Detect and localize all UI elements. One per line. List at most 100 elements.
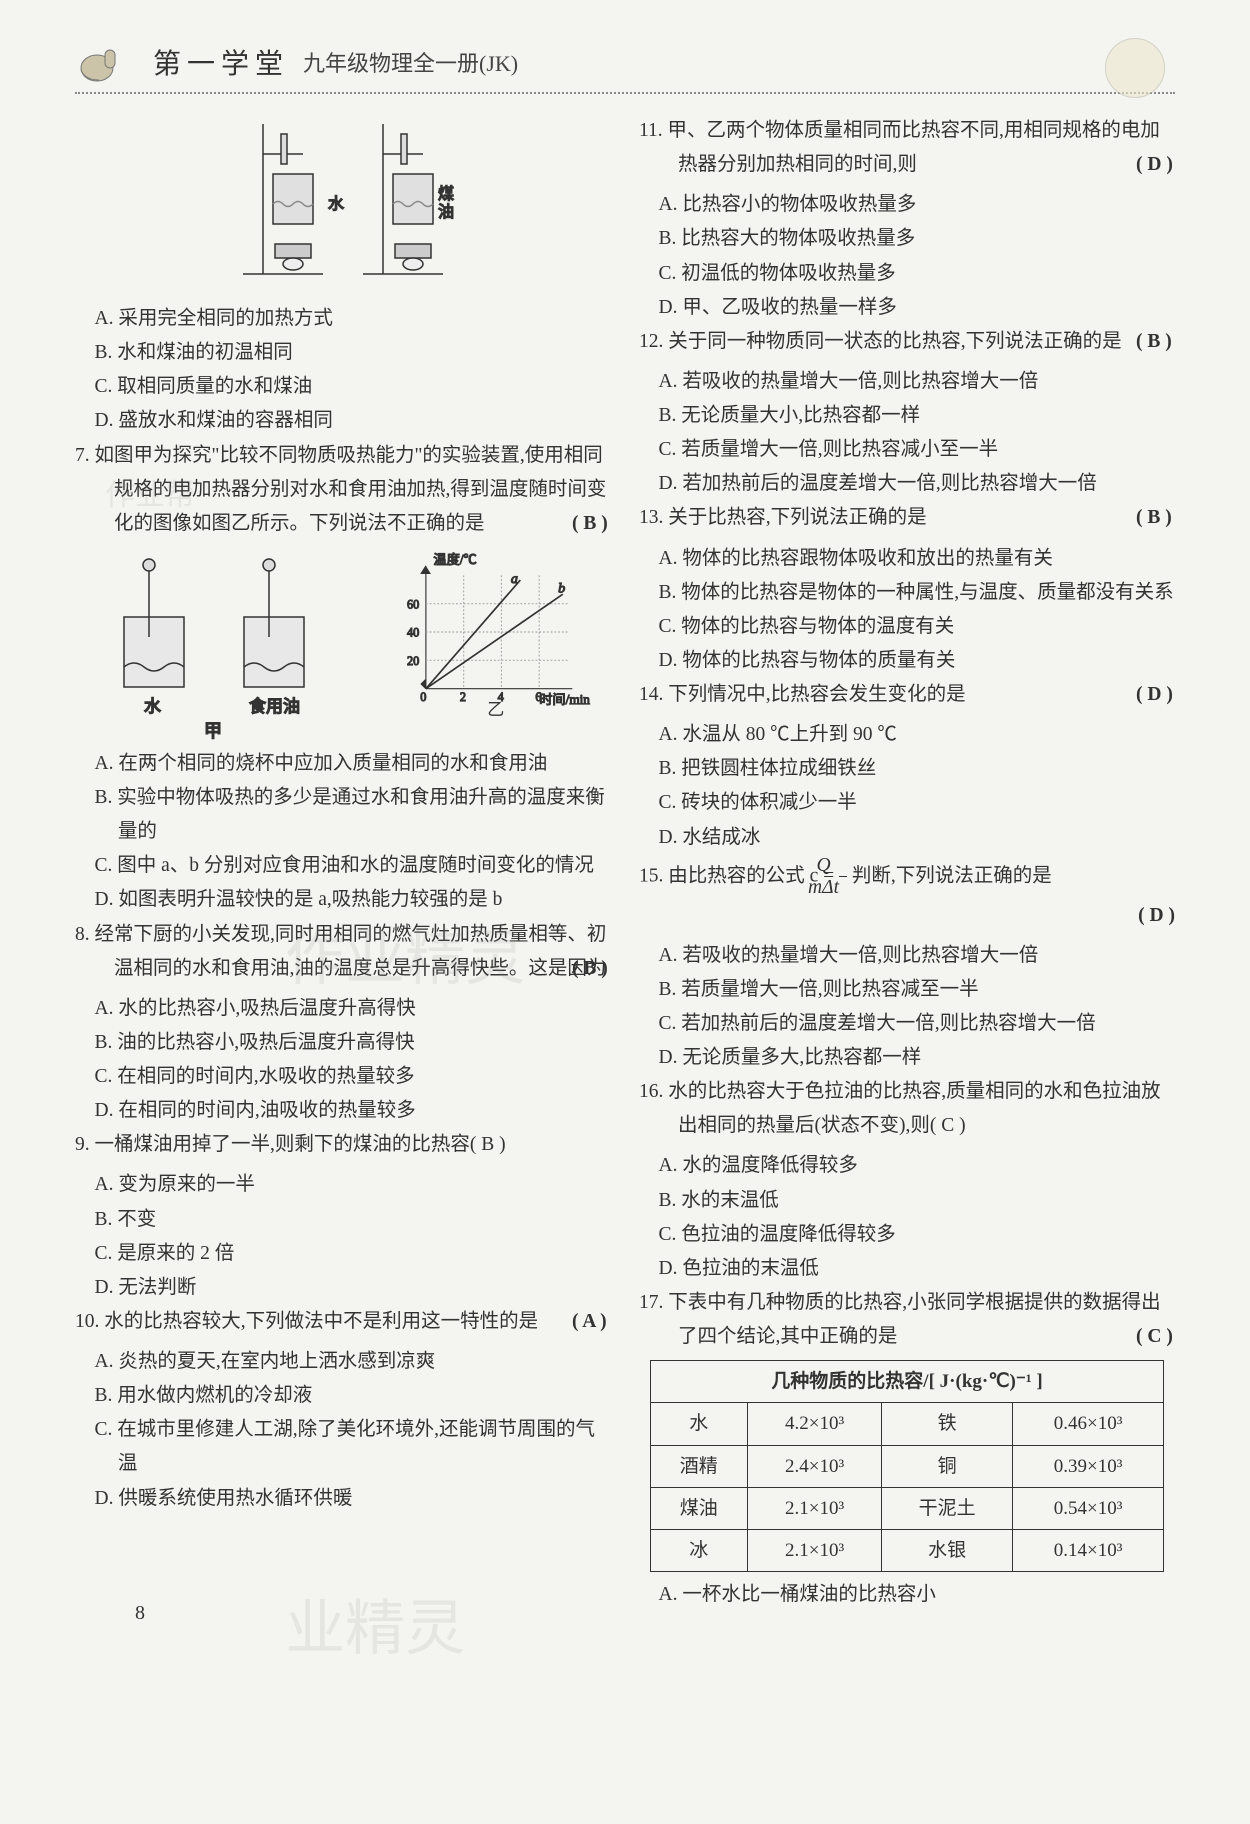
svg-text:2: 2 <box>460 690 466 704</box>
q7: 7. 如图甲为探究"比较不同物质吸热能力"的实验装置,使用相同规格的电加热器分别… <box>75 439 611 541</box>
q13-opt-c: C. 物体的比热容与物体的温度有关 <box>639 610 1175 644</box>
q15-opt-c: C. 若加热前后的温度差增大一倍,则比热容增大一倍 <box>639 1007 1175 1041</box>
q12-opt-c: C. 若质量增大一倍,则比热容减小至一半 <box>639 433 1175 467</box>
q6-opt-d: D. 盛放水和煤油的容器相同 <box>75 404 611 438</box>
q10-stem: 10. 水的比热容较大,下列做法中不是利用这一特性的是 ( A ) <box>75 1305 611 1339</box>
specific-heat-table: 几种物质的比热容/[ J·(kg·℃)⁻¹ ] 水 4.2×10³ 铁 0.46… <box>650 1360 1165 1572</box>
corner-stamp-icon <box>1105 38 1165 98</box>
q11-opt-d: D. 甲、乙吸收的热量一样多 <box>639 291 1175 325</box>
q8-opt-d: D. 在相同的时间内,油吸收的热量较多 <box>75 1094 611 1128</box>
fig-label-water: 水 <box>328 195 344 213</box>
page-number: 8 <box>135 1602 145 1625</box>
svg-text:b: b <box>558 580 565 596</box>
q17-stem: 17. 下表中有几种物质的比热容,小张同学根据提供的数据得出了四个结论,其中正确… <box>639 1286 1175 1354</box>
svg-text:温度/℃: 温度/℃ <box>433 552 476 567</box>
cell: 煤油 <box>650 1487 747 1529</box>
q10-opt-d: D. 供暖系统使用热水循环供暖 <box>75 1482 611 1516</box>
cell: 0.46×10³ <box>1012 1403 1163 1445</box>
cell: 2.1×10³ <box>747 1530 881 1572</box>
right-column: 11. 甲、乙两个物体质量相同而比热容不同,用相同规格的电加热器分别加热相同的时… <box>639 114 1175 1613</box>
q13-stem-text: 13. 关于比热容,下列说法正确的是 <box>639 507 927 528</box>
cell: 水 <box>650 1403 747 1445</box>
q12-opt-a: A. 若吸收的热量增大一倍,则比热容增大一倍 <box>639 365 1175 399</box>
q15-opt-d: D. 无论质量多大,比热容都一样 <box>639 1041 1175 1075</box>
q15: 15. 由比热容的公式 c = Q mΔt 判断,下列说法正确的是 ( D ) <box>639 855 1175 933</box>
q11-stem: 11. 甲、乙两个物体质量相同而比热容不同,用相同规格的电加热器分别加热相同的时… <box>639 114 1175 182</box>
q15-stem-a: 15. 由比热容的公式 c = <box>639 865 834 886</box>
q8-stem-text: 8. 经常下厨的小关发现,同时用相同的燃气灶加热质量相等、初温相同的水和食用油,… <box>75 924 606 979</box>
q11-stem-text: 11. 甲、乙两个物体质量相同而比热容不同,用相同规格的电加热器分别加热相同的时… <box>639 120 1160 175</box>
table-title: 几种物质的比热容/[ J·(kg·℃)⁻¹ ] <box>650 1361 1164 1403</box>
q8: 8. 经常下厨的小关发现,同时用相同的燃气灶加热质量相等、初温相同的水和食用油,… <box>75 918 611 986</box>
left-column: 水 煤 油 A. 采用完全相同的加热方式 B. 水和煤油的初温相同 C. 取相同… <box>75 114 611 1613</box>
q15-stem-b: 判断,下列说法正确的是 <box>852 865 1052 886</box>
q11: 11. 甲、乙两个物体质量相同而比热容不同,用相同规格的电加热器分别加热相同的时… <box>639 114 1175 182</box>
figure-q7: 水 食用油 甲 温度/℃ 时间/min <box>75 547 611 747</box>
q16-stem: 16. 水的比热容大于色拉油的比热容,质量相同的水和色拉油放出相同的热量后(状态… <box>639 1075 1175 1143</box>
svg-text:40: 40 <box>407 626 419 640</box>
q8-opt-b: B. 油的比热容小,吸热后温度升高得快 <box>75 1026 611 1060</box>
cell: 2.1×10³ <box>747 1487 881 1529</box>
svg-text:甲: 甲 <box>204 721 222 741</box>
brand-title: 第一学堂 <box>153 42 289 82</box>
q15-opt-b: B. 若质量增大一倍,则比热容减至一半 <box>639 973 1175 1007</box>
cell: 4.2×10³ <box>747 1403 881 1445</box>
q15-opt-a: A. 若吸收的热量增大一倍,则比热容增大一倍 <box>639 939 1175 973</box>
q9-opt-d: D. 无法判断 <box>75 1271 611 1305</box>
table-row: 酒精 2.4×10³ 铜 0.39×10³ <box>650 1445 1164 1487</box>
svg-text:水: 水 <box>144 697 161 716</box>
q15-stem: 15. 由比热容的公式 c = Q mΔt 判断,下列说法正确的是 <box>639 855 1175 899</box>
cell: 冰 <box>650 1530 747 1572</box>
q14-opt-a: A. 水温从 80 ℃上升到 90 ℃ <box>639 718 1175 752</box>
q10: 10. 水的比热容较大,下列做法中不是利用这一特性的是 ( A ) <box>75 1305 611 1339</box>
q9-opt-b: B. 不变 <box>75 1203 611 1237</box>
q11-opt-c: C. 初温低的物体吸收热量多 <box>639 257 1175 291</box>
q13-opt-a: A. 物体的比热容跟物体吸收和放出的热量有关 <box>639 542 1175 576</box>
q14: 14. 下列情况中,比热容会发生变化的是 ( D ) <box>639 678 1175 712</box>
q12-opt-d: D. 若加热前后的温度差增大一倍,则比热容增大一倍 <box>639 467 1175 501</box>
q12-stem-text: 12. 关于同一种物质同一状态的比热容,下列说法正确的是 <box>639 331 1122 352</box>
cell: 酒精 <box>650 1445 747 1487</box>
q13: 13. 关于比热容,下列说法正确的是 ( B ) <box>639 501 1175 535</box>
formula-num: Q <box>839 855 847 877</box>
q13-stem: 13. 关于比热容,下列说法正确的是 ( B ) <box>639 501 1175 535</box>
q9-opt-c: C. 是原来的 2 倍 <box>75 1237 611 1271</box>
thumb-icon <box>75 40 145 84</box>
content-columns: 水 煤 油 A. 采用完全相同的加热方式 B. 水和煤油的初温相同 C. 取相同… <box>75 114 1175 1613</box>
q7-opt-d: D. 如图表明升温较快的是 a,吸热能力较强的是 b <box>75 883 611 917</box>
svg-text:食用油: 食用油 <box>249 697 300 716</box>
svg-text:0: 0 <box>420 690 426 704</box>
cell: 水银 <box>882 1530 1013 1572</box>
svg-text:a: a <box>511 571 518 587</box>
q17: 17. 下表中有几种物质的比热容,小张同学根据提供的数据得出了四个结论,其中正确… <box>639 1286 1175 1354</box>
cell: 0.14×10³ <box>1012 1530 1163 1572</box>
q7-chart: 温度/℃ 时间/min 20 40 60 0 2 4 6 <box>392 547 592 717</box>
formula-den: mΔt <box>839 877 847 898</box>
q17-opt-a: A. 一杯水比一桶煤油的比热容小 <box>639 1578 1175 1612</box>
q17-stem-text: 17. 下表中有几种物质的比热容,小张同学根据提供的数据得出了四个结论,其中正确… <box>639 1292 1161 1347</box>
table-row: 煤油 2.1×10³ 干泥土 0.54×10³ <box>650 1487 1164 1529</box>
svg-text:时间/min: 时间/min <box>539 692 590 707</box>
q12: 12. 关于同一种物质同一状态的比热容,下列说法正确的是 ( B ) <box>639 325 1175 359</box>
table-row: 冰 2.1×10³ 水银 0.14×10³ <box>650 1530 1164 1572</box>
q10-opt-b: B. 用水做内燃机的冷却液 <box>75 1379 611 1413</box>
page-header: 第一学堂 九年级物理全一册(JK) <box>75 40 1175 94</box>
q6-opt-a: A. 采用完全相同的加热方式 <box>75 302 611 336</box>
q12-opt-b: B. 无论质量大小,比热容都一样 <box>639 399 1175 433</box>
q8-opt-a: A. 水的比热容小,吸热后温度升高得快 <box>75 992 611 1026</box>
q7-stem: 7. 如图甲为探究"比较不同物质吸热能力"的实验装置,使用相同规格的电加热器分别… <box>75 439 611 541</box>
q9: 9. 一桶煤油用掉了一半,则剩下的煤油的比热容( B ) <box>75 1128 611 1162</box>
q16: 16. 水的比热容大于色拉油的比热容,质量相同的水和色拉油放出相同的热量后(状态… <box>639 1075 1175 1143</box>
q11-opt-b: B. 比热容大的物体吸收热量多 <box>639 222 1175 256</box>
q14-opt-c: C. 砖块的体积减少一半 <box>639 786 1175 820</box>
cell: 2.4×10³ <box>747 1445 881 1487</box>
svg-text:油: 油 <box>438 203 454 221</box>
q16-opt-d: D. 色拉油的末温低 <box>639 1252 1175 1286</box>
q9-opt-a: A. 变为原来的一半 <box>75 1168 611 1202</box>
q15-answer: ( D ) <box>1138 905 1175 926</box>
q14-stem: 14. 下列情况中,比热容会发生变化的是 ( D ) <box>639 678 1175 712</box>
q10-stem-text: 10. 水的比热容较大,下列做法中不是利用这一特性的是 <box>75 1311 538 1332</box>
q6-opt-c: C. 取相同质量的水和煤油 <box>75 370 611 404</box>
q16-opt-a: A. 水的温度降低得较多 <box>639 1149 1175 1183</box>
svg-text:6: 6 <box>535 690 541 704</box>
